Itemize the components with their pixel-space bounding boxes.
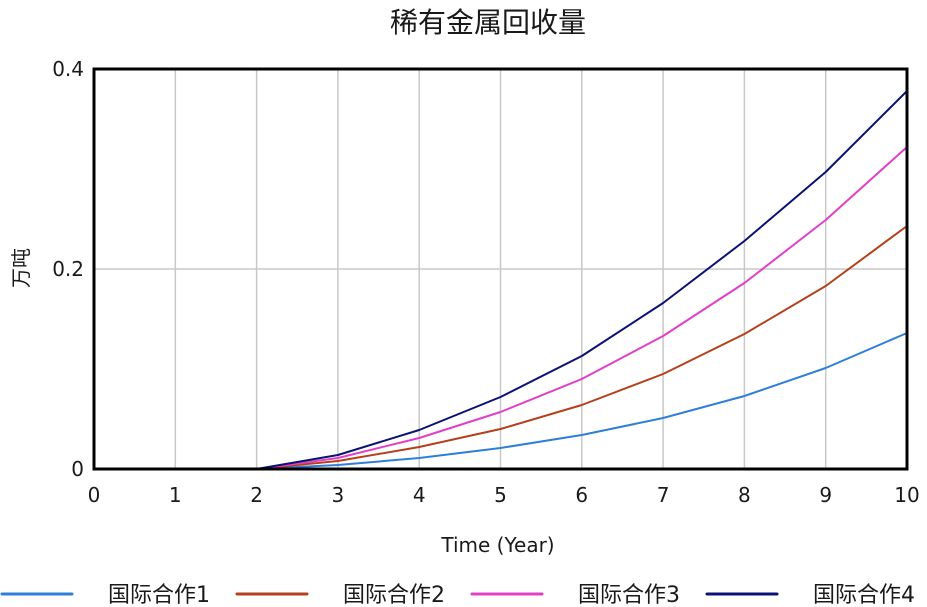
x-tick-label: 8: [738, 483, 751, 507]
y-tick-labels: 0 0.2 0.4: [52, 57, 84, 481]
x-tick-label: 2: [250, 483, 263, 507]
y-axis-label: 万吨: [9, 248, 33, 288]
y-tick-label: 0.2: [52, 257, 84, 281]
x-tick-label: 5: [494, 483, 507, 507]
legend-item-2: 国际合作2: [235, 583, 445, 607]
x-tick-label: 0: [88, 483, 101, 507]
chart-title: 稀有金属回收量: [390, 6, 586, 39]
x-tick-label: 7: [657, 483, 670, 507]
x-axis-label: Time (Year): [440, 533, 554, 557]
legend-item-1: 国际合作1: [0, 583, 210, 607]
legend-label: 国际合作1: [108, 583, 210, 607]
legend: 国际合作1 国际合作2 国际合作3 国际合作4: [0, 583, 915, 607]
plot-frame: [92, 67, 909, 471]
legend-item-3: 国际合作3: [470, 583, 680, 607]
legend-label: 国际合作3: [578, 583, 680, 607]
x-tick-label: 10: [894, 483, 919, 507]
x-tick-label: 6: [575, 483, 588, 507]
legend-label: 国际合作2: [343, 583, 445, 607]
grid-layer: [94, 69, 907, 469]
legend-item-4: 国际合作4: [705, 583, 915, 607]
x-tick-label: 3: [332, 483, 345, 507]
x-tick-label: 9: [819, 483, 832, 507]
x-tick-label: 4: [413, 483, 426, 507]
y-tick-label: 0.4: [52, 57, 84, 81]
legend-label: 国际合作4: [813, 583, 915, 607]
y-tick-label: 0: [71, 457, 84, 481]
x-tick-label: 1: [169, 483, 182, 507]
x-tick-labels: 0 1 2 3 4 5 6 7 8 9 10: [88, 483, 920, 507]
